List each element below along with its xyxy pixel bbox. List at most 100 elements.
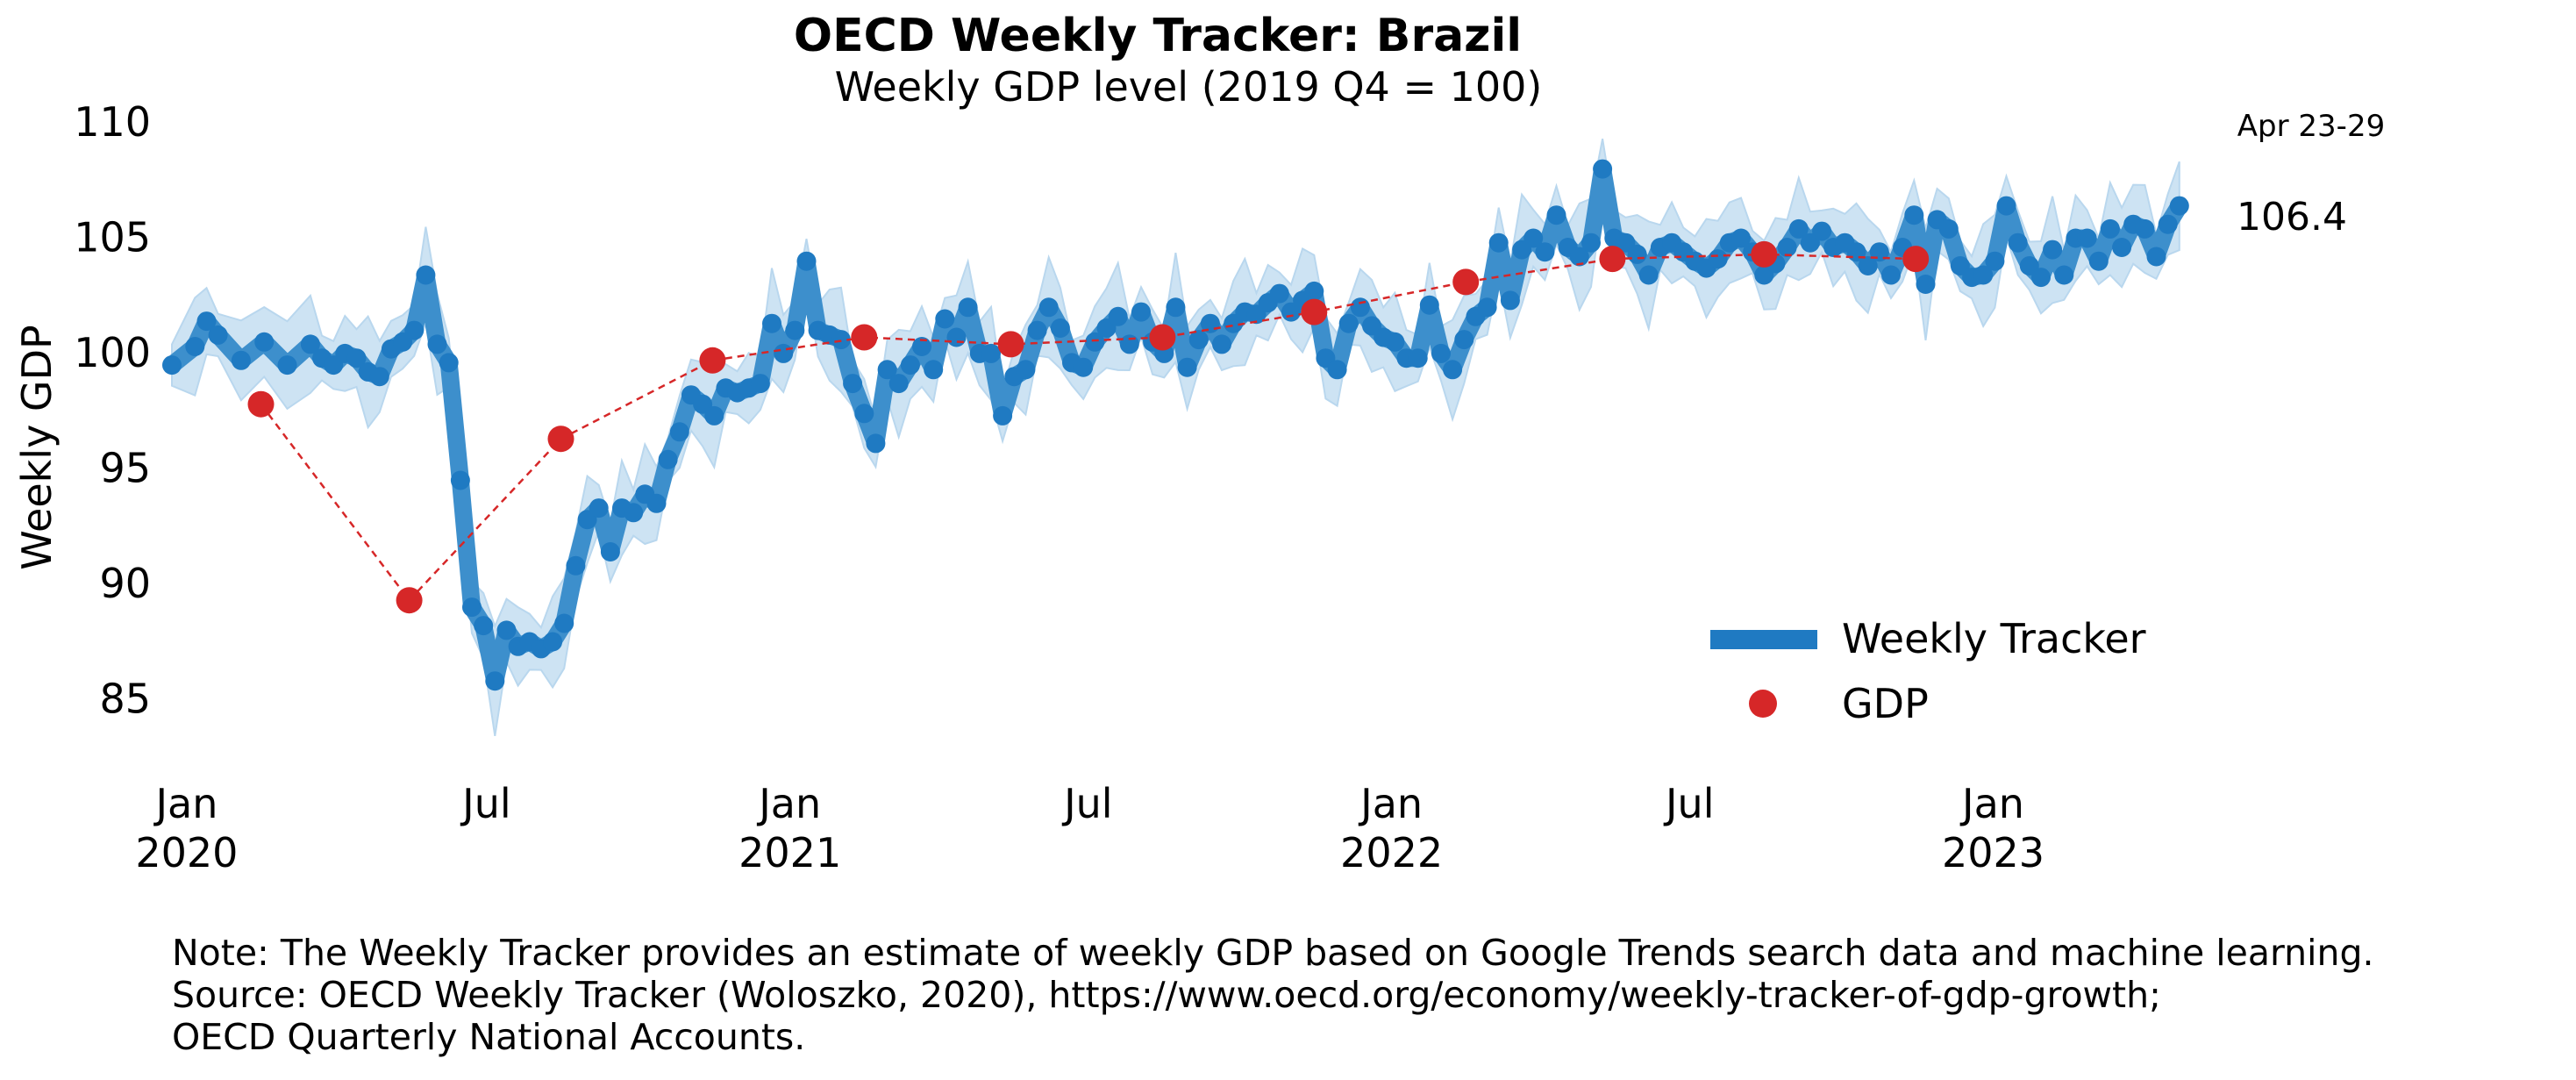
weekly-tracker-point	[1431, 343, 1451, 363]
weekly-tracker-point	[1916, 275, 1936, 294]
weekly-tracker-point	[162, 355, 182, 375]
weekly-tracker-point	[935, 309, 955, 329]
gdp-point	[396, 587, 423, 614]
last-value-label: 106.4	[2237, 195, 2347, 240]
weekly-tracker-point	[924, 360, 944, 380]
gdp-line	[260, 253, 1916, 603]
weekly-tracker-point	[1477, 297, 1497, 318]
weekly-tracker-point	[2008, 232, 2028, 253]
weekly-tracker-point	[1812, 221, 1832, 241]
weekly-tracker-point	[1038, 297, 1059, 318]
legend-gdp-label: GDP	[1842, 680, 1929, 727]
y-axis-label: Weekly GDP	[13, 325, 61, 569]
weekly-tracker-point	[1996, 196, 2016, 216]
weekly-tracker-point	[900, 355, 920, 375]
weekly-tracker-point	[1581, 232, 1601, 253]
y-tick-label: 90	[99, 560, 151, 607]
x-tick-year-label: 2023	[1942, 829, 2044, 876]
weekly-tracker-point	[1593, 159, 1613, 179]
weekly-tracker-point	[1385, 332, 1405, 352]
weekly-tracker-point	[704, 405, 724, 426]
gdp-point	[1452, 268, 1480, 296]
weekly-tracker-point	[416, 265, 436, 285]
weekly-tracker-point	[1119, 334, 1139, 354]
x-tick-label: Jan	[1358, 780, 1423, 827]
weekly-tracker-point	[1546, 205, 1566, 225]
weekly-tracker-point	[1085, 332, 1105, 352]
weekly-tracker-point	[2112, 238, 2132, 257]
weekly-tracker-point	[1938, 218, 1959, 239]
weekly-tracker-point	[1708, 249, 1728, 269]
weekly-tracker-point	[1788, 218, 1809, 239]
weekly-tracker-point	[2031, 268, 2051, 288]
gdp-point	[851, 324, 878, 351]
y-tick-label: 105	[74, 213, 151, 261]
weekly-tracker-point	[624, 503, 644, 523]
weekly-tracker-point	[1108, 306, 1128, 326]
weekly-tracker-point	[1419, 295, 1439, 315]
weekly-tracker-point	[2169, 196, 2189, 216]
x-tick-label: Jan	[1959, 780, 2024, 827]
weekly-tracker-point	[1777, 238, 1797, 257]
weekly-tracker-point	[1131, 302, 1151, 322]
weekly-tracker-point	[1016, 360, 1036, 380]
y-tick-label: 100	[74, 329, 151, 376]
weekly-tracker-point	[843, 374, 863, 394]
weekly-tracker-point	[369, 367, 389, 387]
chart-subtitle: Weekly GDP level (2019 Q4 = 100)	[835, 63, 1543, 111]
legend-weekly-tracker-label: Weekly Tracker	[1842, 615, 2146, 662]
weekly-tracker-point	[450, 470, 470, 490]
weekly-tracker-point	[1212, 334, 1231, 354]
gdp-point	[1902, 246, 1930, 273]
weekly-tracker-point	[439, 353, 459, 373]
legend-gdp-marker	[1749, 690, 1777, 718]
weekly-tracker-point	[1973, 265, 1994, 285]
weekly-tracker-point	[1881, 265, 1901, 285]
weekly-tracker-point	[1050, 318, 1070, 338]
weekly-tracker-point	[1443, 360, 1463, 380]
weekly-tracker-point	[796, 251, 817, 271]
weekly-tracker-point	[1569, 247, 1589, 267]
weekly-tracker-point	[981, 343, 1001, 363]
weekly-tracker-point	[866, 433, 886, 454]
weekly-tracker-point	[1304, 281, 1324, 301]
weekly-tracker-point	[669, 422, 689, 442]
weekly-tracker-point	[208, 325, 228, 345]
weekly-tracker-point	[300, 334, 320, 354]
weekly-tracker-point	[1858, 256, 1878, 275]
weekly-tracker-point	[427, 334, 447, 354]
y-tick-label: 85	[99, 675, 151, 722]
weekly-tracker-point	[958, 297, 978, 318]
weekly-tracker-point	[254, 332, 275, 352]
legend-weekly-tracker-swatch	[1710, 630, 1817, 649]
weekly-tracker-point	[485, 671, 505, 691]
weekly-tracker-point	[1523, 228, 1544, 248]
weekly-tracker-point	[2088, 251, 2109, 271]
weekly-tracker-point	[1177, 357, 1197, 377]
weekly-tracker-point	[543, 632, 563, 652]
chart-title: OECD Weekly Tracker: Brazil	[794, 10, 1522, 62]
weekly-tracker-point	[185, 337, 205, 356]
last-period-label: Apr 23-29	[2237, 109, 2385, 144]
weekly-tracker-point	[496, 620, 517, 640]
weekly-tracker-point	[1638, 265, 1659, 285]
weekly-tracker-point	[1904, 205, 1924, 225]
weekly-tracker-point	[196, 311, 217, 332]
source-text-continued: OECD Quarterly National Accounts.	[172, 1016, 806, 1058]
weekly-tracker-point	[474, 616, 494, 636]
weekly-tracker-point	[1188, 330, 1209, 350]
gdp-point	[699, 347, 726, 374]
x-tick-label: Jul	[460, 780, 511, 827]
weekly-tracker-point	[1269, 283, 1289, 304]
weekly-tracker-point	[774, 343, 794, 363]
weekly-tracker-point	[877, 360, 897, 380]
note-text: Note: The Weekly Tracker provides an est…	[172, 932, 2374, 974]
weekly-tracker-point	[2100, 218, 2120, 239]
weekly-tracker-point	[646, 493, 667, 513]
weekly-tracker-point	[1166, 297, 1186, 318]
weekly-tracker-point	[600, 542, 620, 561]
weekly-tracker-point	[554, 613, 574, 633]
weekly-tracker-point	[888, 374, 909, 394]
weekly-tracker-point	[1488, 232, 1509, 253]
